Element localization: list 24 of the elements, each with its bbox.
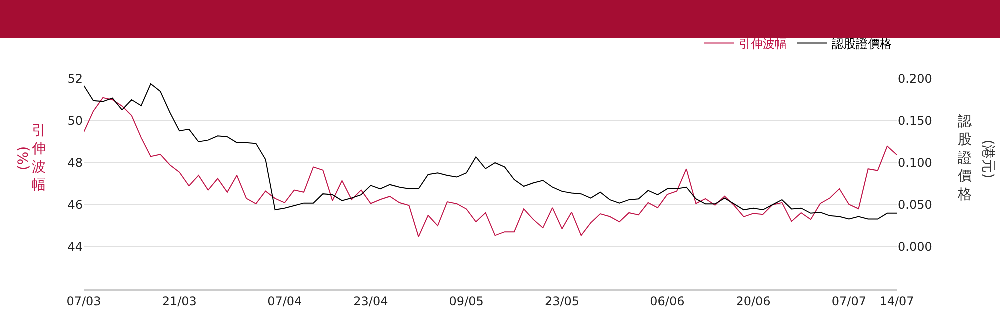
x-tick-label: 07/04 [268,294,302,308]
x-tick-label: 20/06 [736,294,771,308]
legend-label: 引伸波幅 [739,36,787,51]
y-tick-label: 46 [68,198,83,212]
y2-tick-label: 0.100 [898,156,932,170]
x-tick-label: 14/07 [880,294,914,308]
y2-tick-label: 0.000 [898,240,932,254]
y-tick-label: 44 [68,240,83,254]
y-tick-label: 52 [68,72,83,86]
y2-tick-label: 0.200 [898,72,932,86]
y-tick-label: 50 [68,114,83,128]
x-tick-label: 21/03 [162,294,197,308]
x-tick-label: 09/05 [449,294,484,308]
line-series [84,84,897,220]
y2-tick-label: 0.150 [898,114,932,128]
x-tick-label: 06/06 [650,294,685,308]
x-tick-label: 07/03 [66,294,102,308]
legend-label: 認股證價格 [832,36,892,51]
x-tick-label: 23/05 [544,294,580,308]
x-tick-label: 23/04 [354,294,388,308]
line-series [84,97,897,238]
y2-tick-label: 0.050 [898,198,932,212]
x-tick-label: 07/07 [832,294,866,308]
y-tick-label: 48 [68,156,83,170]
